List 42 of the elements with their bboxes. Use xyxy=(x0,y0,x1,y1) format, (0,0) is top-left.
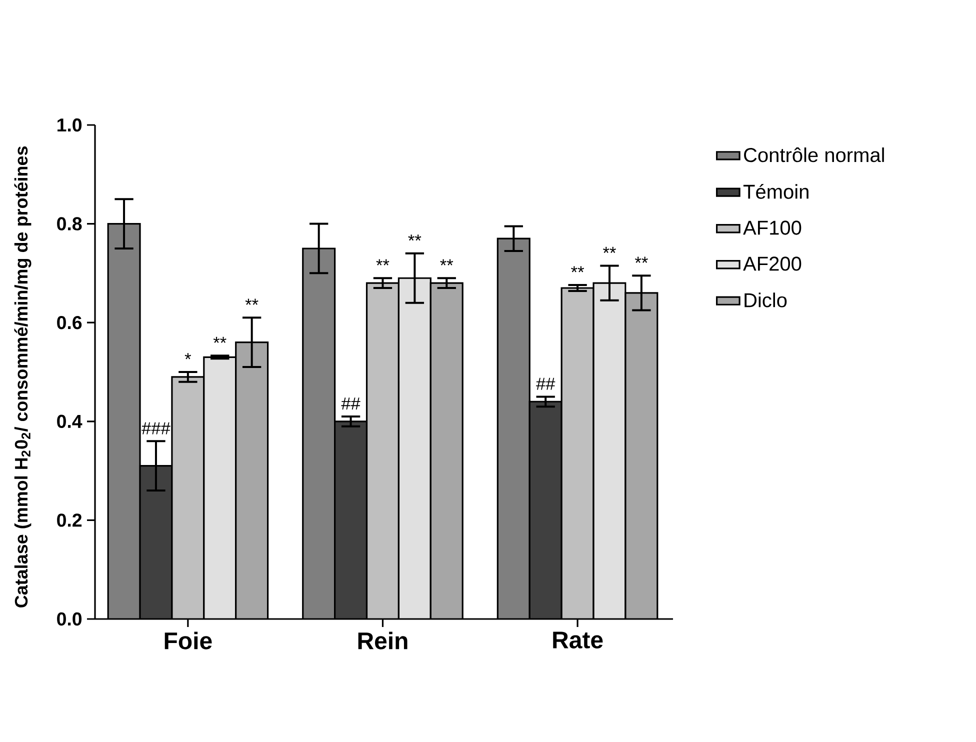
bar xyxy=(140,466,172,619)
data-label: ** xyxy=(213,336,226,343)
data-label: ## xyxy=(341,398,360,410)
data-label: * xyxy=(184,353,192,360)
y-tick-label: 0.4 xyxy=(57,414,82,428)
x-tick-label: Rein xyxy=(358,632,408,650)
data-label: ## xyxy=(536,378,556,390)
bar xyxy=(592,282,626,619)
data-label: ** xyxy=(603,246,616,254)
y-axis-title: Catalase (mmol H$_{2}$0$_{2}$/ consommé/min/mg de protéines xyxy=(14,146,32,608)
legend-label: Contrôle normal xyxy=(744,147,884,162)
y-tick-label: 0.2 xyxy=(57,514,82,527)
data-label: ** xyxy=(376,259,390,266)
y-tick-label: 0.6 xyxy=(57,316,82,330)
y-tick-label: 1.0 xyxy=(58,118,82,132)
bar xyxy=(302,248,335,619)
bar xyxy=(624,292,658,619)
bar xyxy=(366,283,399,619)
bar xyxy=(204,357,236,619)
y-tick-label: 0.8 xyxy=(57,217,82,230)
bar xyxy=(430,283,463,619)
bar xyxy=(560,287,594,619)
bar xyxy=(236,342,268,619)
legend-label: AF100 xyxy=(743,220,802,235)
bar xyxy=(172,376,204,619)
bar xyxy=(108,224,140,619)
legend-label: Témoin xyxy=(743,184,808,199)
data-label: ### xyxy=(142,422,170,434)
data-label: ** xyxy=(408,234,422,241)
bar xyxy=(398,278,431,619)
bar xyxy=(528,400,562,619)
legend-label: AF200 xyxy=(743,256,802,271)
y-tick-label: 0.0 xyxy=(57,612,82,626)
data-label: ** xyxy=(634,256,648,263)
legend-label: Diclo xyxy=(744,292,787,308)
x-tick-label: Rate xyxy=(553,632,603,648)
bar xyxy=(496,238,530,619)
data-label: ** xyxy=(571,266,584,272)
bar xyxy=(334,421,367,619)
data-label: ** xyxy=(245,298,258,305)
x-tick-label: Foie xyxy=(164,632,212,650)
data-label: ** xyxy=(440,259,454,266)
